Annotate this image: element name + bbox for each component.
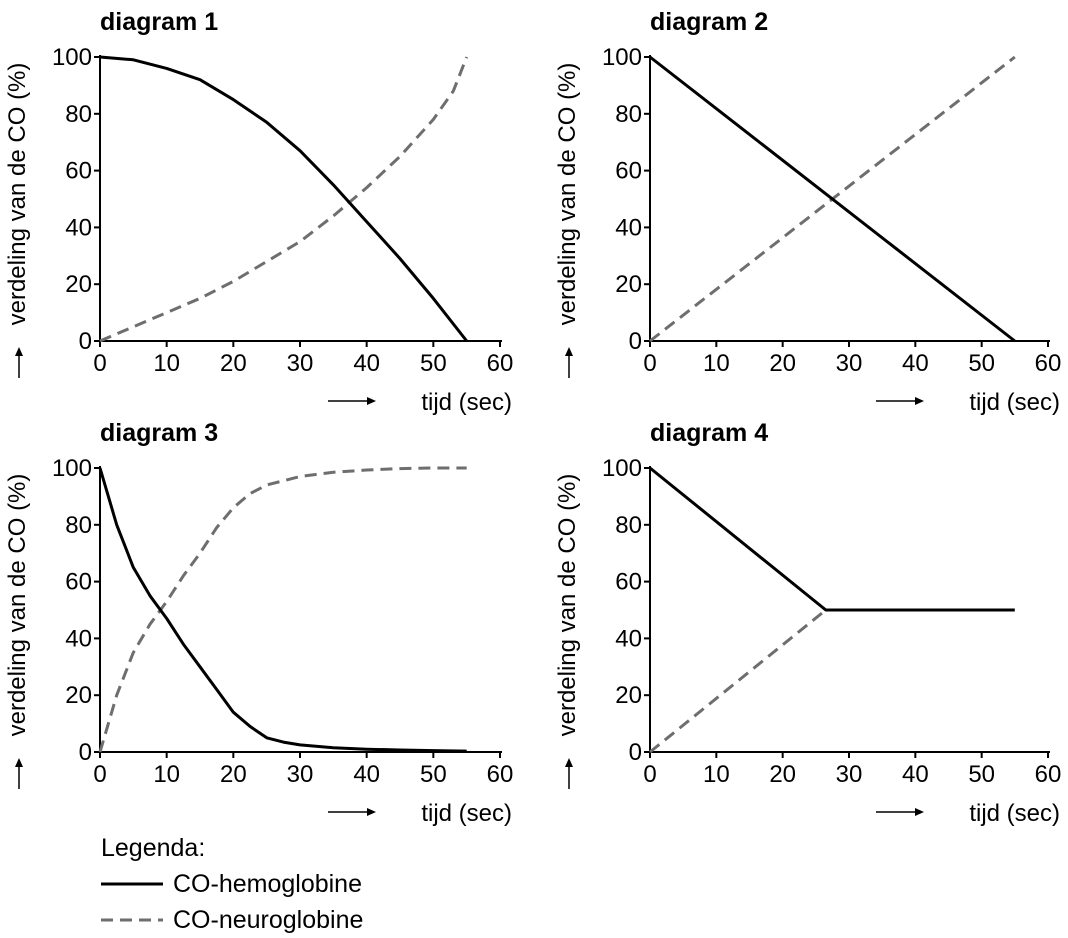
series-line-neuroglobine bbox=[649, 608, 1015, 754]
y-tick-label: 20 bbox=[65, 271, 92, 298]
y-tick-label: 40 bbox=[615, 625, 642, 652]
legend-label-hemoglobine: CO-hemoglobine bbox=[173, 870, 362, 898]
series-line-neuroglobine bbox=[98, 466, 467, 753]
x-tick-label: 50 bbox=[420, 761, 447, 788]
x-tick-label: 40 bbox=[353, 350, 380, 377]
x-axis-label: tijd (sec) bbox=[969, 389, 1060, 416]
x-tick-label: 40 bbox=[353, 761, 380, 788]
y-tick-label: 80 bbox=[615, 512, 642, 539]
x-tick-label: 20 bbox=[769, 350, 796, 377]
y-tick-label: 40 bbox=[615, 214, 642, 241]
y-tick-label: 0 bbox=[79, 328, 92, 355]
x-tick-label: 0 bbox=[93, 350, 106, 377]
x-tick-label: 20 bbox=[769, 761, 796, 788]
y-axis-label: verdeling van de CO (%) bbox=[554, 63, 581, 326]
x-tick-label: 30 bbox=[287, 350, 314, 377]
x-tick-label: 30 bbox=[836, 761, 863, 788]
x-tick-label: 60 bbox=[1035, 761, 1062, 788]
x-tick-label: 30 bbox=[836, 350, 863, 377]
x-tick-label: 50 bbox=[968, 761, 995, 788]
legend-item-hemoglobine: CO-hemoglobine bbox=[101, 866, 363, 902]
y-axis-arrowhead bbox=[15, 347, 23, 356]
x-tick-label: 0 bbox=[643, 761, 656, 788]
y-tick-label: 100 bbox=[602, 44, 642, 71]
y-tick-label: 0 bbox=[629, 328, 642, 355]
y-axis-arrowhead bbox=[15, 758, 23, 767]
y-tick-label: 60 bbox=[65, 158, 92, 185]
x-axis-arrowhead bbox=[915, 808, 924, 816]
x-tick-label: 50 bbox=[420, 350, 447, 377]
x-tick-label: 30 bbox=[287, 761, 314, 788]
x-tick-label: 60 bbox=[1035, 350, 1062, 377]
x-axis-label: tijd (sec) bbox=[421, 800, 512, 827]
x-tick-label: 10 bbox=[703, 761, 730, 788]
legend-solid-swatch bbox=[101, 882, 163, 886]
y-axis-label: verdeling van de CO (%) bbox=[4, 474, 31, 737]
x-tick-label: 50 bbox=[968, 350, 995, 377]
x-tick-label: 40 bbox=[902, 761, 929, 788]
chart-panel-4: diagram 4 0 10 20 30 40 50 60 0 20 40 60 80 100 tijd (… bbox=[554, 419, 1061, 827]
x-tick-label: 0 bbox=[93, 761, 106, 788]
y-tick-label: 20 bbox=[615, 271, 642, 298]
y-axis-arrowhead bbox=[565, 347, 573, 356]
y-tick-label: 0 bbox=[629, 739, 642, 766]
chart-panel-1: diagram 1 0 10 20 30 40 50 60 0 20 40 60 80 100 tijd (… bbox=[4, 8, 513, 416]
legend-title: Legenda: bbox=[101, 834, 206, 862]
chart-title: diagram 4 bbox=[650, 419, 768, 447]
y-tick-label: 80 bbox=[65, 512, 92, 539]
legend: Legenda: CO-hemoglobine CO-neuroglobine bbox=[101, 830, 363, 938]
x-tick-label: 10 bbox=[703, 350, 730, 377]
y-tick-label: 20 bbox=[65, 682, 92, 709]
x-axis-label: tijd (sec) bbox=[969, 800, 1060, 827]
y-axis-label: verdeling van de CO (%) bbox=[554, 474, 581, 737]
x-tick-label: 60 bbox=[487, 350, 514, 377]
x-tick-label: 40 bbox=[902, 350, 929, 377]
y-tick-label: 100 bbox=[52, 44, 92, 71]
legend-item-neuroglobine: CO-neuroglobine bbox=[101, 902, 363, 938]
y-tick-label: 80 bbox=[65, 101, 92, 128]
y-tick-label: 60 bbox=[615, 569, 642, 596]
y-tick-label: 0 bbox=[79, 739, 92, 766]
x-tick-label: 20 bbox=[220, 350, 247, 377]
chart-panel-2: diagram 2 0 10 20 30 40 50 60 0 20 40 60 80 100 tijd (… bbox=[554, 8, 1061, 416]
y-tick-label: 100 bbox=[602, 455, 642, 482]
x-tick-label: 20 bbox=[220, 761, 247, 788]
series-line-hemoglobine bbox=[99, 55, 468, 342]
y-tick-label: 100 bbox=[52, 455, 92, 482]
y-tick-label: 40 bbox=[65, 214, 92, 241]
x-tick-label: 60 bbox=[487, 761, 514, 788]
y-tick-label: 60 bbox=[615, 158, 642, 185]
x-axis-arrowhead bbox=[367, 397, 376, 405]
legend-label-neuroglobine: CO-neuroglobine bbox=[173, 906, 364, 934]
y-axis-label: verdeling van de CO (%) bbox=[4, 63, 31, 326]
y-tick-label: 40 bbox=[65, 625, 92, 652]
x-axis-arrowhead bbox=[367, 808, 376, 816]
series-line-neuroglobine bbox=[99, 56, 469, 343]
x-axis-label: tijd (sec) bbox=[421, 389, 512, 416]
x-tick-label: 0 bbox=[643, 350, 656, 377]
y-tick-label: 20 bbox=[615, 682, 642, 709]
series-line-hemoglobine bbox=[649, 55, 1016, 343]
y-tick-label: 60 bbox=[65, 569, 92, 596]
y-axis-arrowhead bbox=[565, 758, 573, 767]
y-tick-label: 80 bbox=[615, 101, 642, 128]
chart-panel-3: diagram 3 0 10 20 30 40 50 60 0 20 40 60 80 100 tijd (… bbox=[4, 419, 513, 827]
x-tick-label: 10 bbox=[153, 350, 180, 377]
series-line-hemoglobine bbox=[98, 467, 467, 753]
legend-dashed-swatch bbox=[101, 918, 163, 922]
x-tick-label: 10 bbox=[153, 761, 180, 788]
series-line-hemoglobine bbox=[649, 466, 1015, 612]
chart-title: diagram 2 bbox=[650, 8, 768, 36]
chart-title: diagram 1 bbox=[100, 8, 218, 36]
chart-title: diagram 3 bbox=[100, 419, 218, 447]
x-axis-arrowhead bbox=[915, 397, 924, 405]
